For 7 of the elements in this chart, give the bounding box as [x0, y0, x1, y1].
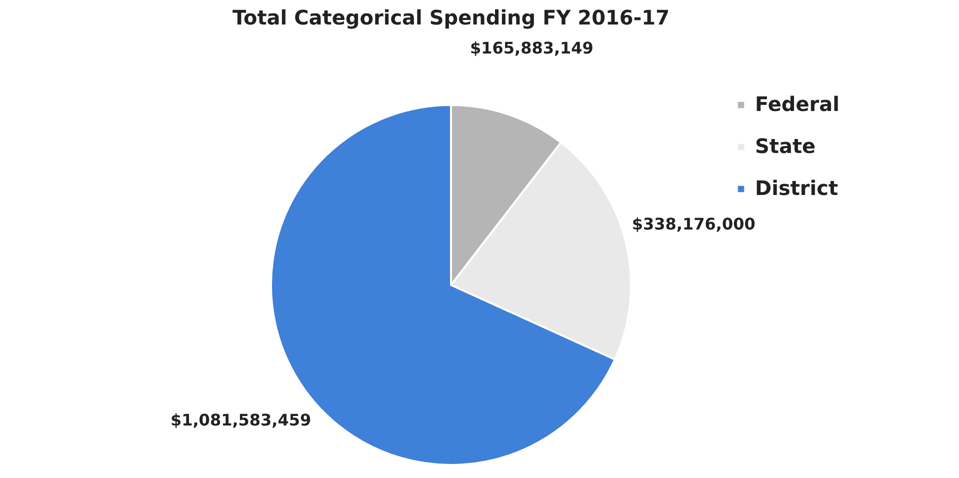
data-label: $1,081,583,459: [170, 410, 312, 430]
data-label: $165,883,149: [470, 38, 594, 58]
legend-label: Federal: [755, 92, 840, 116]
data-label: $338,176,000: [632, 214, 756, 234]
legend-label: State: [755, 134, 816, 158]
legend-label: District: [755, 176, 838, 200]
chart-title: Total Categorical Spending FY 2016-17: [232, 5, 670, 30]
